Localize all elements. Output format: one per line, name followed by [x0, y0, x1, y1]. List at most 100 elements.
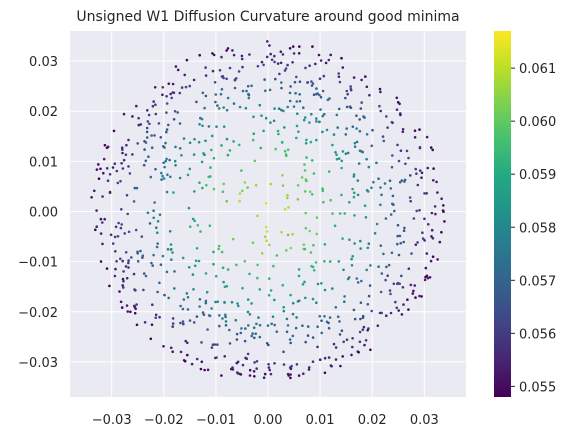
scatter-point: [166, 191, 169, 194]
scatter-point: [252, 116, 255, 119]
scatter-point: [179, 322, 182, 325]
scatter-point: [413, 284, 416, 287]
scatter-point: [150, 338, 153, 341]
colorbar-tick-label: 0.055: [519, 380, 556, 395]
scatter-point: [359, 240, 362, 243]
scatter-point: [348, 238, 351, 241]
scatter-point: [209, 224, 212, 227]
scatter-point: [226, 109, 229, 112]
scatter-point: [248, 273, 251, 276]
y-tick-label: 0.00: [29, 205, 58, 220]
scatter-point: [343, 212, 346, 215]
scatter-point: [310, 251, 313, 254]
scatter-point: [265, 226, 268, 229]
scatter-point: [263, 78, 266, 81]
scatter-point: [195, 101, 198, 104]
scatter-point: [193, 321, 196, 324]
scatter-point: [409, 200, 412, 203]
scatter-point: [236, 333, 239, 336]
scatter-point: [141, 256, 144, 259]
scatter-point: [239, 192, 242, 195]
scatter-point: [341, 237, 344, 240]
scatter-point: [287, 373, 290, 376]
scatter-point: [212, 70, 215, 73]
scatter-point: [298, 268, 301, 271]
scatter-point: [436, 191, 439, 194]
scatter-point: [392, 203, 395, 206]
scatter-point: [421, 231, 424, 234]
scatter-point: [360, 79, 363, 82]
scatter-point: [204, 66, 207, 69]
scatter-point: [222, 183, 225, 186]
scatter-point: [289, 338, 292, 341]
scatter-point: [266, 230, 269, 233]
scatter-point: [281, 141, 284, 144]
scatter-point: [366, 86, 369, 89]
scatter-point: [374, 232, 377, 235]
scatter-point: [162, 86, 165, 89]
scatter-point: [236, 302, 239, 305]
scatter-point: [215, 93, 218, 96]
scatter-point: [380, 244, 383, 247]
scatter-point: [397, 224, 400, 227]
scatter-point: [314, 63, 317, 66]
colorbar-tick-labels: 0.055 0.056 0.057 0.058 0.059 0.060 0.061: [511, 62, 556, 395]
scatter-point: [152, 105, 155, 108]
scatter-point: [174, 146, 177, 149]
scatter-point: [213, 54, 216, 57]
scatter-point: [399, 114, 402, 117]
x-tick-label: 0.00: [254, 413, 283, 428]
scatter-point: [202, 92, 205, 95]
scatter-point: [343, 300, 346, 303]
scatter-point: [371, 129, 374, 132]
x-tick-label: −0.02: [144, 413, 184, 428]
scatter-point: [273, 299, 276, 302]
scatter-point: [345, 152, 348, 155]
scatter-point: [151, 303, 154, 306]
scatter-point: [289, 92, 292, 95]
scatter-point: [285, 249, 288, 252]
scatter-point: [169, 230, 172, 233]
scatter-point: [145, 141, 148, 144]
scatter-point: [189, 142, 192, 145]
scatter-point: [406, 298, 409, 301]
scatter-point: [187, 174, 190, 177]
scatter-point: [198, 123, 201, 126]
scatter-point: [270, 373, 273, 376]
scatter-point: [145, 275, 148, 278]
scatter-point: [389, 179, 392, 182]
scatter-point: [283, 310, 286, 313]
scatter-point: [270, 323, 273, 326]
scatter-point: [385, 115, 388, 118]
scatter-point: [172, 191, 175, 194]
scatter-point: [170, 258, 173, 261]
scatter-point: [191, 363, 194, 366]
scatter-point: [217, 248, 220, 251]
scatter-point: [382, 135, 385, 138]
scatter-point: [256, 264, 259, 267]
scatter-point: [390, 213, 393, 216]
scatter-point: [182, 257, 185, 260]
scatter-point: [333, 343, 336, 346]
scatter-point: [412, 290, 415, 293]
scatter-point: [120, 301, 123, 304]
scatter-point: [166, 271, 169, 274]
scatter-point: [238, 70, 241, 73]
scatter-point: [400, 275, 403, 278]
scatter-point: [218, 245, 221, 248]
scatter-point: [189, 319, 192, 322]
scatter-point: [158, 122, 161, 125]
scatter-point: [316, 216, 319, 219]
scatter-point: [402, 128, 405, 131]
scatter-point: [399, 242, 402, 245]
scatter-point: [115, 226, 118, 229]
scatter-point: [273, 362, 276, 365]
scatter-point: [173, 118, 176, 121]
scatter-point: [353, 214, 356, 217]
scatter-point: [162, 345, 165, 348]
scatter-point: [120, 208, 123, 211]
scatter-point: [200, 341, 203, 344]
scatter-point: [339, 333, 342, 336]
scatter-point: [272, 265, 275, 268]
scatter-point: [248, 53, 251, 56]
